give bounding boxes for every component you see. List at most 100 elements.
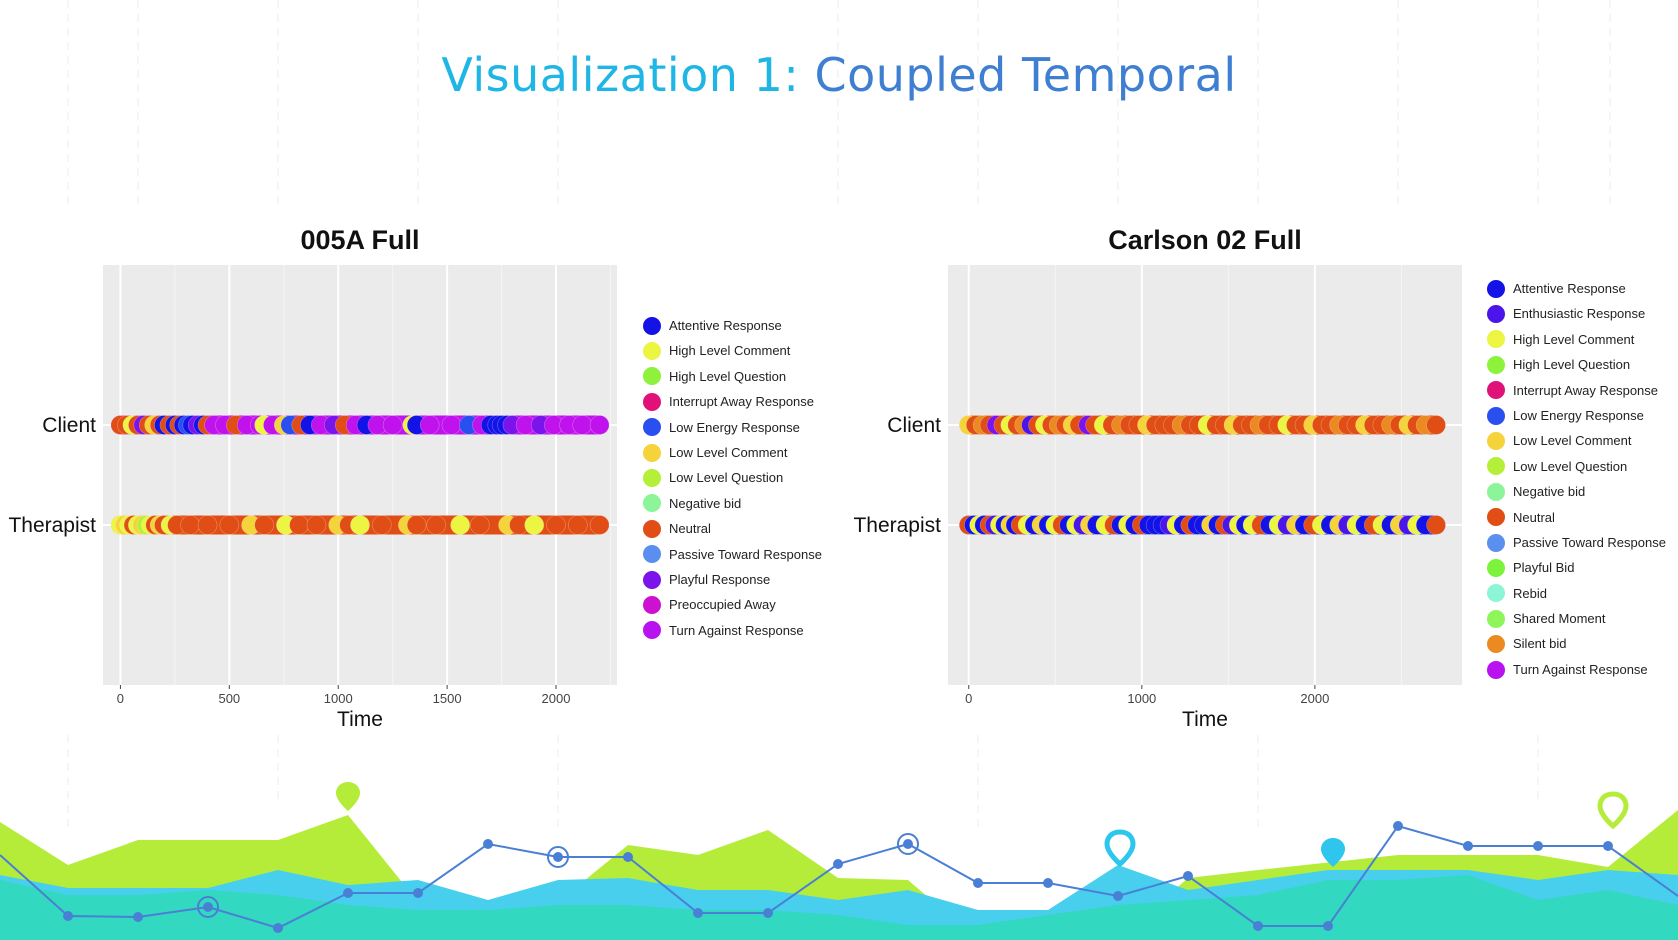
legend-swatch [1487, 279, 1505, 298]
legend-swatch [1487, 609, 1505, 628]
legend-label: Low Level Question [669, 470, 784, 486]
legend-item: Shared Moment [1487, 606, 1666, 631]
data-point [450, 515, 470, 535]
data-point [306, 515, 327, 535]
chart-title: 005A Full [300, 225, 419, 255]
series-client [958, 415, 1446, 435]
legend-swatch [643, 545, 661, 564]
data-point [1426, 515, 1446, 535]
legend-swatch [1487, 584, 1505, 603]
data-point [382, 415, 403, 435]
legend-label: Attentive Response [1513, 281, 1626, 296]
legend-label: High Level Question [1513, 357, 1631, 373]
data-point [289, 515, 309, 535]
chart-carlson02: 0 1000 2000 Therapist Client Carlson 02 Full T… [853, 225, 1462, 731]
legend-item: Low Level Comment [1487, 428, 1666, 453]
map-pin-green-icon [336, 782, 360, 811]
legend-swatch [643, 443, 661, 462]
legend-swatch [643, 367, 661, 386]
data-point [180, 515, 200, 535]
legend-label: Shared Moment [1513, 611, 1606, 627]
legend-item: Neutral [1487, 505, 1666, 530]
legend-label: Passive Toward Response [1513, 534, 1666, 550]
data-point [197, 515, 218, 535]
y-label-client: Client [887, 414, 941, 437]
legend-item: Interrupt Away Response [1487, 378, 1666, 403]
legend-item: Enthusiastic Response [1487, 301, 1666, 326]
slide-title: Visualization 1: Coupled Temporal [0, 48, 1678, 102]
y-label-client: Client [42, 414, 96, 437]
data-point [589, 415, 610, 435]
legend-item: Low Level Question [1487, 454, 1666, 479]
legend-label: Passive Toward Response [669, 546, 822, 562]
legend-item: Turn Against Response [1487, 657, 1666, 682]
plot-panel [948, 265, 1462, 685]
legend-label: High Level Question [669, 368, 787, 384]
legend-swatch [643, 342, 661, 361]
x-tick-label: 0 [965, 691, 972, 706]
legend-item: Low Level Question [643, 465, 822, 490]
legend-swatch [1487, 635, 1505, 654]
x-tick-label: 500 [218, 691, 240, 706]
data-point [546, 515, 566, 535]
legend-item: Silent bid [1487, 631, 1666, 656]
y-label-therapist: Therapist [853, 514, 941, 537]
plot-panel [103, 265, 617, 685]
legend-label: Negative bid [669, 495, 742, 511]
legend-swatch [643, 418, 661, 437]
legend-item: Low Level Comment [643, 440, 822, 465]
data-point [567, 515, 588, 535]
legend-item: High Level Question [1487, 352, 1666, 377]
data-point [1426, 415, 1446, 435]
legend-swatch [1487, 432, 1505, 451]
legend-label: Low Level Comment [669, 444, 788, 460]
x-axis-label: Time [337, 708, 383, 731]
data-point [350, 515, 370, 535]
legend-label: Low Level Question [1513, 458, 1628, 474]
legend-label: Negative bid [1513, 484, 1586, 500]
legend-swatch [643, 570, 661, 589]
legend-swatch [1487, 457, 1505, 476]
legend-swatch [643, 392, 661, 411]
legend-item: High Level Comment [643, 338, 822, 363]
legend-item: Rebid [1487, 581, 1666, 606]
legend-carlson02: Attentive Response Enthusiastic Response H… [1487, 276, 1666, 682]
footer-highlight-rings [197, 833, 919, 918]
map-pin-cyan-outline-icon [1104, 829, 1136, 868]
data-point [371, 515, 392, 535]
legend-label: High Level Comment [669, 343, 791, 359]
legend-item: Interrupt Away Response [643, 389, 822, 414]
legend-label: Low Energy Response [669, 419, 800, 435]
data-point [426, 515, 447, 535]
legend-label: Turn Against Response [1513, 661, 1648, 677]
legend-item: Negative bid [1487, 479, 1666, 504]
data-point [469, 515, 490, 535]
legend-label: Silent bid [1513, 636, 1567, 652]
legend-swatch [643, 595, 661, 614]
data-point [572, 415, 592, 435]
data-point [254, 515, 274, 535]
data-point [219, 515, 240, 535]
legend-item: High Level Comment [1487, 327, 1666, 352]
legend-item: Preoccupied Away [643, 592, 822, 617]
data-point [441, 415, 462, 435]
legend-005a: Attentive Response High Level Comment High… [643, 313, 822, 643]
legend-label: Low Energy Response [1513, 407, 1644, 423]
legend-label: Neutral [1513, 509, 1555, 525]
map-pin-icons [336, 782, 1629, 868]
data-point [524, 515, 545, 535]
legend-swatch [1487, 381, 1505, 400]
decorative-footer-graphic [0, 782, 1678, 940]
legend-item: Negative bid [643, 491, 822, 516]
legend-swatch [1487, 305, 1505, 324]
legend-swatch [1487, 330, 1505, 349]
legend-swatch [643, 519, 661, 538]
series-therapist [110, 515, 610, 535]
legend-label: High Level Comment [1513, 331, 1635, 347]
x-tick-label: 1000 [324, 691, 353, 706]
legend-label: Low Level Comment [1513, 433, 1632, 449]
legend-swatch [1487, 660, 1505, 679]
legend-label: Playful Response [669, 571, 771, 587]
